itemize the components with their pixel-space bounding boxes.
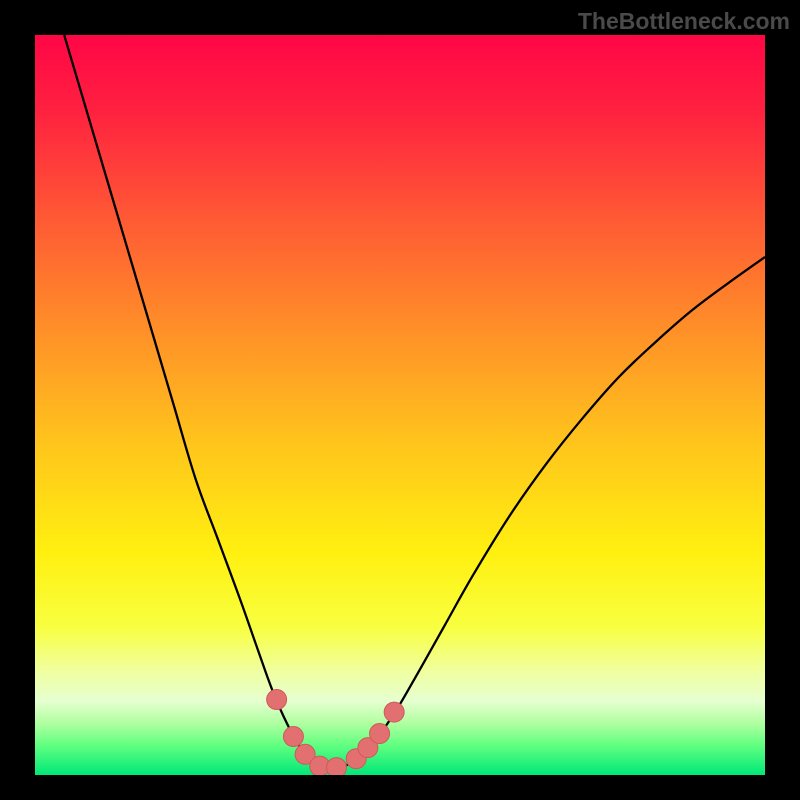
watermark-text: TheBottleneck.com — [578, 8, 790, 35]
marker-point — [283, 727, 303, 747]
marker-point — [267, 690, 287, 710]
marker-point — [384, 702, 404, 722]
chart-background — [35, 35, 765, 775]
marker-point — [370, 724, 390, 744]
marker-point — [326, 758, 346, 775]
chart-plot-area — [35, 35, 765, 775]
chart-svg — [35, 35, 765, 775]
